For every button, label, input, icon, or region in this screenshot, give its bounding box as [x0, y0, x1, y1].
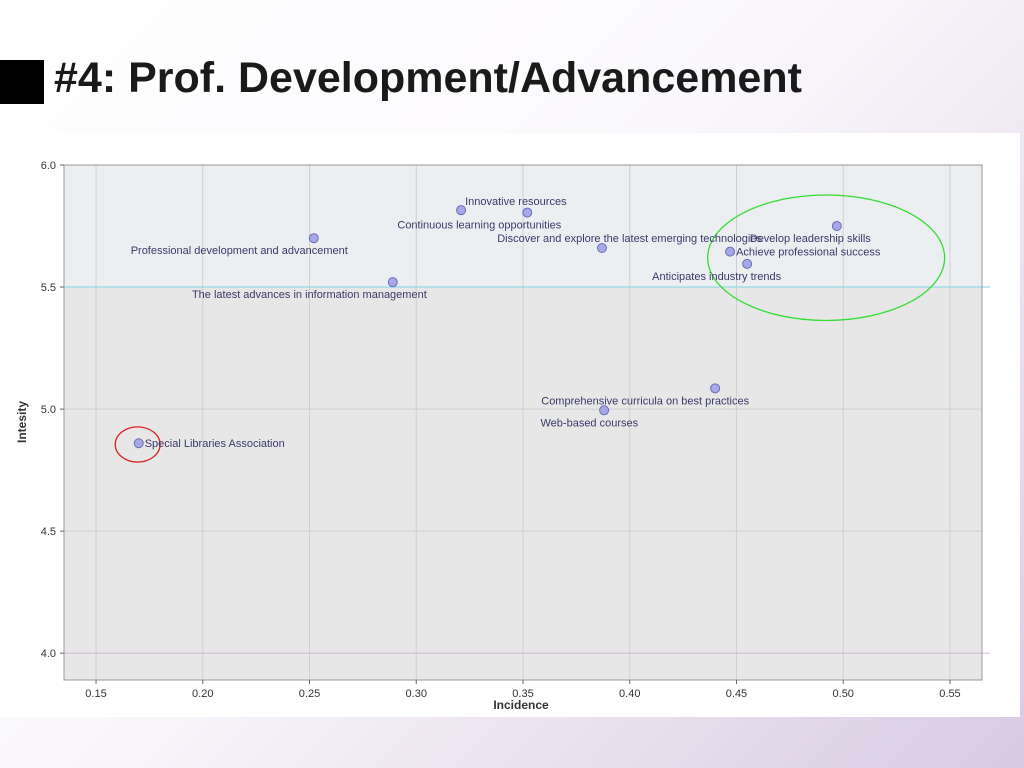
- y-axis-title: Intesity: [15, 401, 29, 443]
- slide-title: #4: Prof. Development/Advancement: [54, 54, 802, 102]
- x-tick-label: 0.40: [619, 688, 640, 700]
- data-point[interactable]: [456, 205, 467, 216]
- data-point-label: Special Libraries Association: [145, 438, 285, 450]
- y-tick-label: 4.0: [41, 648, 56, 660]
- x-tick-label: 0.15: [85, 688, 106, 700]
- title-bullet-square: [0, 60, 44, 104]
- highlight-shapes: [114, 194, 946, 463]
- data-point-label: Continuous learning opportunities: [397, 220, 561, 232]
- y-tick-label: 5.0: [41, 404, 56, 416]
- data-point-label: Professional development and advancement: [131, 245, 348, 257]
- x-axis-title: Incidence: [493, 698, 549, 712]
- x-tick-label: 0.25: [299, 688, 320, 700]
- data-point[interactable]: [308, 233, 319, 244]
- x-tick-label: 0.55: [939, 688, 960, 700]
- data-points: Innovative resources Continuous learning …: [131, 196, 881, 450]
- data-point[interactable]: [742, 258, 753, 269]
- x-tick-label: 0.30: [406, 688, 427, 700]
- x-axis-ticks: 0.15 0.20 0.25 0.30 0.35 0.40 0.45 0.50 0.55: [85, 680, 961, 700]
- x-tick-label: 0.20: [192, 688, 213, 700]
- y-tick-label: 6.0: [41, 160, 56, 172]
- data-point-label: Web-based courses: [541, 417, 639, 429]
- data-point[interactable]: [133, 438, 144, 449]
- data-point[interactable]: [725, 246, 736, 257]
- data-point-label: Achieve professional success: [736, 247, 881, 259]
- data-point[interactable]: [599, 405, 610, 416]
- x-tick-label: 0.50: [833, 688, 854, 700]
- y-tick-label: 4.5: [41, 526, 56, 538]
- y-axis-ticks: 6.0 5.5 5.0 4.5 4.0: [41, 160, 64, 660]
- x-tick-label: 0.35: [512, 688, 533, 700]
- data-point-label: Comprehensive curricula on best practice…: [541, 395, 749, 407]
- scatter-chart: 0.15 0.20 0.25 0.30 0.35 0.40 0.45 0.50 0.55 6.0…: [15, 160, 990, 712]
- data-point[interactable]: [522, 207, 533, 218]
- highlight-ellipse: [707, 194, 946, 322]
- data-point-label: Innovative resources: [465, 196, 567, 208]
- data-point-label: Develop leadership skills: [750, 233, 872, 245]
- data-point[interactable]: [831, 221, 842, 232]
- data-point[interactable]: [596, 242, 607, 253]
- highlight-circle: [114, 426, 161, 463]
- slide-title-bar: #4: Prof. Development/Advancement: [0, 52, 1024, 112]
- data-point[interactable]: [387, 277, 398, 288]
- data-point[interactable]: [710, 383, 721, 394]
- data-point-label: Discover and explore the latest emerging…: [497, 233, 762, 245]
- chart-panel: 0.15 0.20 0.25 0.30 0.35 0.40 0.45 0.50 0.55 6.0…: [0, 133, 1020, 717]
- data-point-label: Anticipates industry trends: [652, 271, 782, 283]
- y-tick-label: 5.5: [41, 282, 56, 294]
- data-point-label: The latest advances in information manag…: [192, 289, 427, 301]
- x-tick-label: 0.45: [726, 688, 747, 700]
